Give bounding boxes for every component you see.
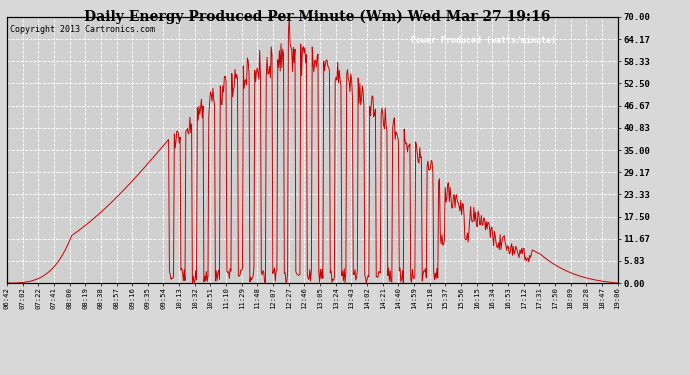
Text: Copyright 2013 Cartronics.com: Copyright 2013 Cartronics.com xyxy=(10,25,155,34)
Text: Daily Energy Produced Per Minute (Wm) Wed Mar 27 19:16: Daily Energy Produced Per Minute (Wm) We… xyxy=(84,9,551,24)
Text: Power Produced (watts/minute): Power Produced (watts/minute) xyxy=(411,36,555,45)
